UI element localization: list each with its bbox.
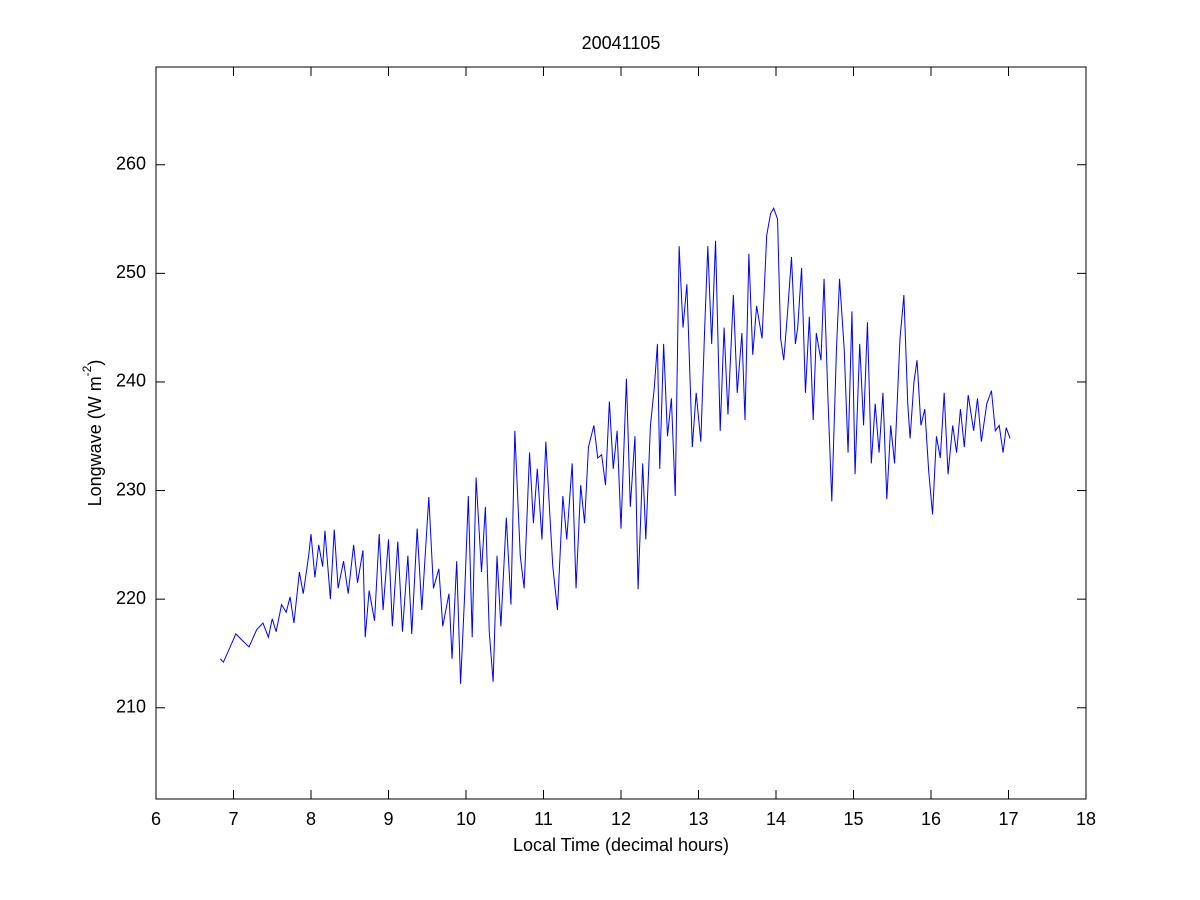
y-tick-label: 230 — [116, 479, 146, 499]
x-tick-label: 11 — [534, 809, 553, 829]
y-tick-label: 220 — [116, 588, 146, 608]
x-tick-label: 8 — [306, 809, 316, 829]
x-tick-label: 17 — [998, 809, 1018, 829]
x-tick-label: 13 — [688, 809, 708, 829]
x-tick-label: 18 — [1076, 809, 1096, 829]
x-tick-label: 14 — [766, 809, 786, 829]
y-tick-label: 250 — [116, 262, 146, 282]
x-axis-label: Local Time (decimal hours) — [513, 835, 729, 855]
x-tick-label: 15 — [843, 809, 863, 829]
x-tick-label: 10 — [456, 809, 476, 829]
y-label-end: ) — [85, 360, 105, 366]
y-tick-label: 260 — [116, 153, 146, 173]
x-tick-label: 12 — [611, 809, 631, 829]
x-tick-label: 6 — [151, 809, 161, 829]
x-tick-label: 9 — [383, 809, 393, 829]
y-tick-label: 240 — [116, 371, 146, 391]
chart-title: 20041105 — [582, 33, 661, 53]
axes-box — [155, 66, 1087, 800]
y-axis-label: Longwave (W m-2) — [80, 360, 105, 507]
data-line — [219, 206, 1011, 684]
x-tick-label: 7 — [228, 809, 238, 829]
y-label-main: Longwave (W m — [85, 376, 105, 506]
y-tick-label: 210 — [116, 697, 146, 717]
y-label-exponent: -2 — [80, 365, 94, 376]
x-tick-label: 16 — [921, 809, 941, 829]
